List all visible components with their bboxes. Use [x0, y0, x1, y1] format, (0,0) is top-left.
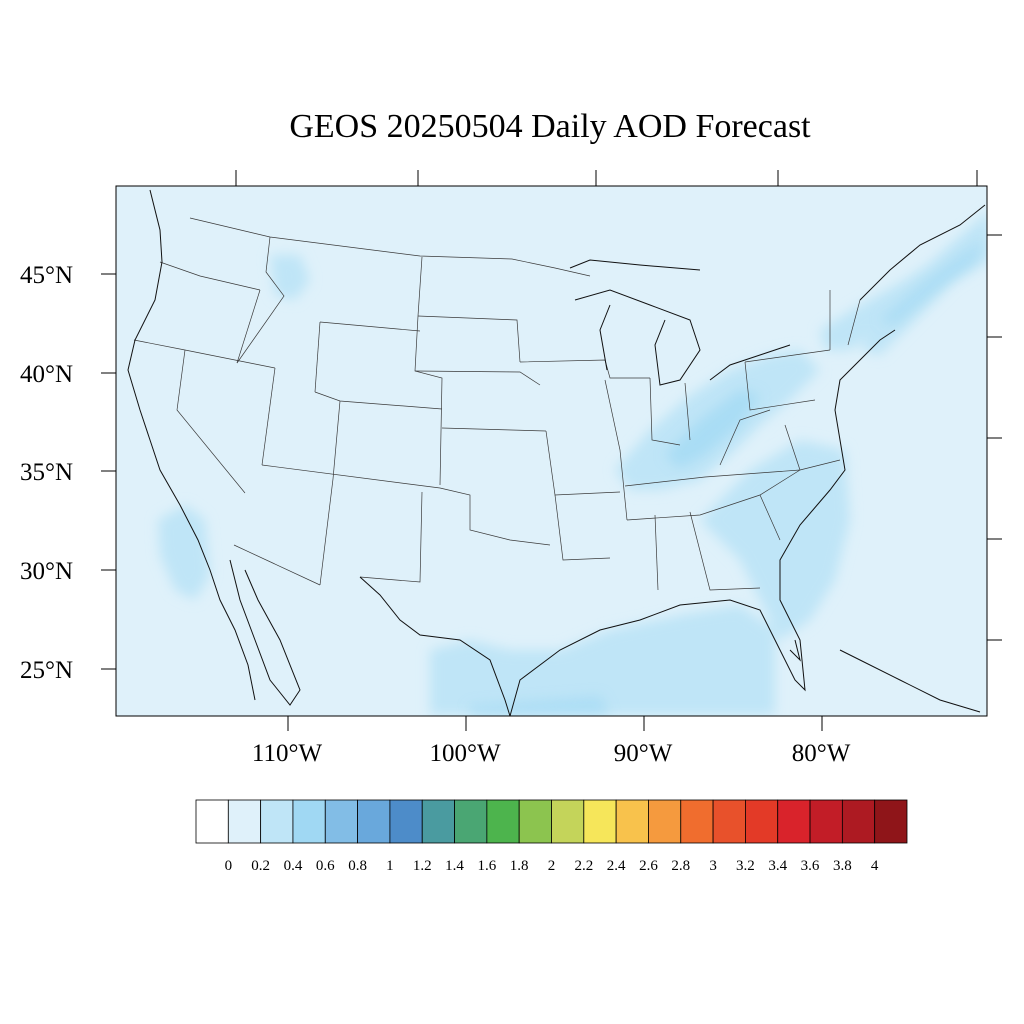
colorbar-label: 1.6	[477, 858, 496, 874]
colorbar-swatch	[454, 799, 488, 844]
colorbar-label: 2	[548, 858, 556, 874]
colorbar-label: 0.8	[348, 858, 367, 874]
colorbar-swatch	[518, 799, 552, 844]
colorbar-swatch	[745, 799, 779, 844]
colorbar: 0 0.2 0.4 0.6 0.8 1 1.2 1.4 1.6 1.8 2 2.2 2.4 2.6 2.8 3…	[195, 799, 908, 874]
colorbar-swatch	[357, 799, 391, 844]
colorbar-label: 3.4	[768, 858, 787, 874]
colorbar-swatch	[777, 799, 811, 844]
colorbar-label: 0	[225, 858, 233, 874]
colorbar-label: 1.2	[413, 858, 432, 874]
colorbar-label: 2.4	[607, 858, 626, 874]
map-frame	[115, 185, 988, 717]
colorbar-label: 3.2	[736, 858, 755, 874]
map-plot-area[interactable]	[116, 186, 987, 716]
colorbar-swatch	[292, 799, 326, 844]
bottom-ticks	[287, 716, 823, 731]
colorbar-label: 1.8	[510, 858, 529, 874]
colorbar-label: 4	[871, 858, 879, 874]
colorbar-label: 3	[709, 858, 717, 874]
colorbar-swatch	[809, 799, 843, 844]
aod-plume-pacific	[158, 505, 210, 600]
colorbar-swatch	[260, 799, 294, 844]
colorbar-swatch	[648, 799, 682, 844]
aod-plume-montana	[270, 255, 310, 300]
top-ticks	[235, 170, 978, 186]
colorbar-swatch	[583, 799, 617, 844]
lon-label-110: 110°W	[252, 740, 323, 767]
colorbar-label: 2.2	[574, 858, 593, 874]
colorbar-swatch	[227, 799, 262, 844]
colorbar-label: 3.6	[801, 858, 820, 874]
colorbar-swatch	[615, 799, 649, 844]
colorbar-label: 2.6	[639, 858, 658, 874]
colorbar-swatch	[195, 799, 229, 844]
map-title: GEOS 20250504 Daily AOD Forecast	[289, 108, 811, 145]
colorbar-swatch	[389, 799, 423, 844]
aod-plume-new-england	[820, 231, 987, 350]
colorbar-label: 0.2	[251, 858, 270, 874]
lon-label-80: 80°W	[792, 740, 851, 767]
lat-label-25: 25°N	[20, 657, 73, 684]
colorbar-label: 0.6	[316, 858, 335, 874]
coastline	[127, 189, 986, 716]
colorbar-swatch	[841, 799, 876, 844]
state-boundaries	[133, 217, 861, 591]
colorbar-swatch	[324, 799, 358, 844]
lat-label-35: 35°N	[20, 459, 73, 486]
colorbar-swatch	[680, 799, 714, 844]
colorbar-label: 2.8	[671, 858, 690, 874]
aod-plume-southeast	[700, 440, 850, 640]
aod-field-higher	[470, 240, 985, 716]
colorbar-label: 1.4	[445, 858, 464, 874]
colorbar-swatch	[421, 799, 455, 844]
colorbar-swatch	[486, 799, 520, 844]
colorbar-swatch	[874, 799, 908, 844]
lat-label-45: 45°N	[20, 262, 73, 289]
colorbar-label: 0.4	[284, 858, 303, 874]
left-ticks	[101, 273, 116, 670]
colorbar-label: 3.8	[833, 858, 852, 874]
colorbar-label: 1	[386, 858, 394, 874]
lon-label-90: 90°W	[614, 740, 673, 767]
lat-label-40: 40°N	[20, 361, 73, 388]
aod-plume-gulf	[430, 605, 775, 715]
lat-label-30: 30°N	[20, 558, 73, 585]
colorbar-swatch	[712, 799, 746, 844]
colorbar-swatch	[551, 799, 585, 844]
lon-label-100: 100°W	[429, 740, 500, 767]
right-ticks	[987, 234, 1002, 641]
